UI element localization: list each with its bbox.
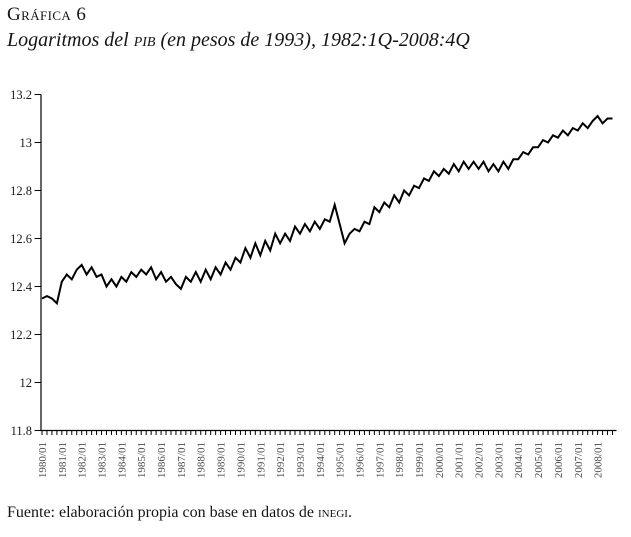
source-acronym-inegi: inegi <box>318 504 348 521</box>
y-axis-tick-label: 13.2 <box>10 88 32 102</box>
x-axis-tick-label: 1984/01 <box>116 442 128 478</box>
source-text-post: . <box>347 504 352 521</box>
subtitle-text-post: (en pesos de 1993), 1982:1Q-2008:4Q <box>155 29 470 51</box>
x-axis-tick-label: 1991/01 <box>255 442 267 478</box>
x-axis-tick-label: 1997/01 <box>374 442 386 478</box>
x-axis-tick-label: 2002/01 <box>474 442 486 478</box>
x-axis-tick-label: 1994/01 <box>315 442 327 478</box>
x-axis-tick-label: 1996/01 <box>354 442 366 478</box>
x-axis-tick-label: 1980/01 <box>37 442 49 478</box>
x-axis-tick-label: 1987/01 <box>176 442 188 478</box>
x-axis-tick-label: 2000/01 <box>434 442 446 478</box>
log-gdp-series-line <box>41 114 613 306</box>
x-axis-tick-label: 1999/01 <box>414 442 426 478</box>
y-axis-tick-label: 12.8 <box>10 184 32 198</box>
x-axis-tick-label: 1988/01 <box>196 442 208 478</box>
y-axis-tick-label: 12.2 <box>10 328 32 342</box>
x-axis-tick-label: 1992/01 <box>275 442 287 478</box>
x-axis-tick-label: 2006/01 <box>553 442 565 478</box>
x-axis-tick-label: 2004/01 <box>513 442 525 478</box>
y-axis-tick-label: 12.6 <box>10 232 32 246</box>
x-axis-tick-label: 1998/01 <box>394 442 406 478</box>
x-axis-tick-label: 1981/01 <box>57 442 69 478</box>
x-axis-tick-label: 2008/01 <box>593 442 605 478</box>
x-axis-tick-label: 2003/01 <box>493 442 505 478</box>
x-axis-tick-label: 2007/01 <box>573 442 585 478</box>
x-axis-tick-label: 1990/01 <box>235 442 247 478</box>
chart-number-title: Gráfica 6 <box>7 4 87 25</box>
x-axis-tick-label: 1993/01 <box>295 442 307 478</box>
y-axis-tick-label: 11.8 <box>11 424 32 438</box>
y-axis-tick-label: 13 <box>20 136 33 150</box>
subtitle-text-pre: Logaritmos del <box>7 29 134 51</box>
chart-subtitle: Logaritmos del pib (en pesos de 1993), 1… <box>7 29 470 52</box>
axis-lines <box>40 94 617 432</box>
x-axis-tick-label: 1983/01 <box>97 442 109 478</box>
source-text-pre: Fuente: elaboración propia con base en d… <box>7 504 318 521</box>
x-axis-tick-label: 1986/01 <box>156 442 168 478</box>
x-axis-tick-label: 1995/01 <box>335 442 347 478</box>
source-note: Fuente: elaboración propia con base en d… <box>7 504 352 522</box>
x-axis-tick-label: 1982/01 <box>77 442 89 478</box>
x-axis-tick-label: 1985/01 <box>136 442 148 478</box>
x-axis-tick-label: 2001/01 <box>454 442 466 478</box>
y-axis-tick-label: 12 <box>20 376 33 390</box>
x-axis-tick-label: 1989/01 <box>216 442 228 478</box>
chart-header: Gráfica 6 Logaritmos del pib (en pesos d… <box>7 4 470 52</box>
subtitle-acronym-pib: pib <box>133 29 156 51</box>
y-axis-tick-label: 12.4 <box>10 280 33 294</box>
x-axis-tick-label: 2005/01 <box>533 442 545 478</box>
